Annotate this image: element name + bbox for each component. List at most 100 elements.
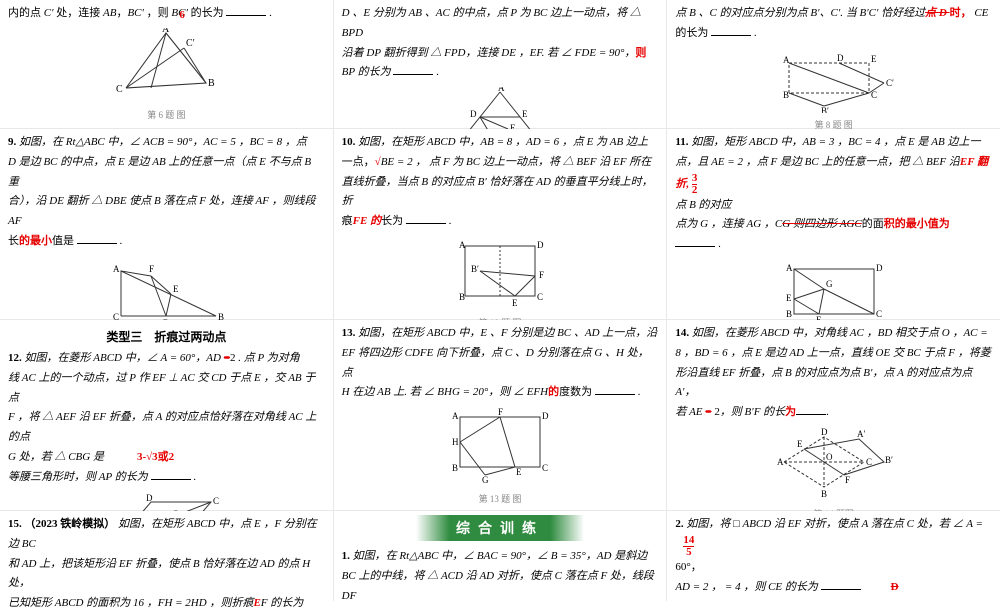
l1: 如图，在 Rt△ABC 中，∠ BAC = 90°，∠ B = 35°，AD 是… — [353, 550, 648, 562]
problem-9-text: 9. 如图，在 Rt△ABC 中，∠ ACB = 90°，AC = 5 ，BC … — [8, 133, 325, 252]
fig14-svg: A B C D E F O A′ B′ — [769, 427, 899, 502]
figure-10: A B C D E F B′ 第 10 题 图 — [342, 236, 659, 329]
l3b: F 的长为 — [261, 597, 303, 609]
blank — [151, 468, 191, 480]
lBp: B′ — [821, 106, 829, 113]
ab: AB — [103, 7, 116, 19]
blank — [675, 235, 715, 247]
fb: 5 — [683, 546, 694, 558]
problem-14-text: 14. 如图，在菱形 ABCD 中，对角线 AC ，BD 相交于点 O ，AC … — [675, 324, 992, 423]
lE: E — [512, 298, 518, 308]
l2: 沿着 DP 翻折得到 △ FPD，连接 DE ，EF. 若 ∠ FDE = 90… — [342, 47, 636, 59]
n: 14. — [675, 327, 692, 339]
figure-6: A B C C′ 第 6 题 图 — [8, 28, 325, 121]
p: （2023 铁岭模拟） — [25, 518, 116, 530]
blank — [595, 383, 635, 395]
lE: E — [516, 467, 522, 477]
l2: D 是边 BC 的中点，点 E 是边 AB 上的任意一点（点 E 不与点 B 重 — [8, 156, 311, 188]
l3a: H 在边 AB 上. 若 ∠ BHG = 20°，则 ∠ EFH — [342, 386, 548, 398]
lD: D — [821, 427, 828, 437]
t: 处，连接 — [56, 7, 103, 19]
l5: 等腰三角形时，则 AP 的长为 — [8, 471, 151, 483]
l2: 60°， — [675, 561, 701, 573]
lG: G — [826, 279, 833, 289]
l3: BP 的长为 — [342, 66, 394, 78]
w: 时， — [950, 7, 972, 19]
cell-9: 9. 如图，在 Rt△ABC 中，∠ ACB = 90°，AC = 5 ，BC … — [0, 129, 333, 319]
l1: 如图，在菱形 ABCD 中，∠ A = 60°，AD — [25, 352, 224, 364]
l1: D 、E 分别为 AB 、AC 的中点，点 P 为 BC 边上一动点，将 △ B… — [342, 7, 641, 39]
be: BE = 2 — [381, 156, 413, 168]
problem-6-text: 内的点 C′ 处，连接 AB，BC′ ，则 BC′6 的长为 . — [8, 4, 325, 24]
lA: A — [783, 55, 790, 65]
blank — [821, 578, 861, 590]
ann: 3-√3或2 — [137, 451, 174, 463]
problem-z1-text: 1. 如图，在 Rt△ABC 中，∠ BAC = 90°，∠ B = 35°，A… — [342, 547, 659, 606]
blank — [77, 232, 117, 244]
lD: D — [876, 263, 883, 273]
cell-11: 11. 如图，矩形 ABCD 中，AB = 3 ，BC = 4 ，点 E 是 A… — [667, 129, 1000, 319]
l3: F ，将 △ AEF 沿 EF 折叠，点 A 的对应点恰好落在对角线 AC 上的… — [8, 411, 316, 443]
cell-7: D 、E 分别为 AB 、AC 的中点，点 P 为 BC 边上一动点，将 △ B… — [334, 0, 667, 128]
section-3-header: 类型三 折痕过两动点 — [8, 328, 325, 345]
ft: 14 — [683, 534, 694, 546]
l2: 点，且 AE = 2 ，点 F 是边 BC 上的任意一点，把 △ BEF 沿 — [675, 156, 960, 168]
cap: 第 13 题 图 — [342, 492, 659, 505]
fb: 2 — [692, 184, 698, 196]
l3a: AD = 2 ， = 4 ，则 CE 的长为 — [675, 581, 820, 593]
blank — [393, 63, 433, 75]
s: D — [891, 581, 899, 593]
fig6-svg: A B C C′ — [106, 28, 226, 103]
lO: O — [826, 452, 833, 462]
l2: BC 上的中线，将 △ ACD 沿 AD 对折，使点 C 落在点 F 处，线段 … — [342, 570, 654, 602]
lC: C — [866, 457, 872, 467]
lG: G — [482, 475, 489, 485]
then: 则 — [635, 47, 646, 59]
n: 9. — [8, 136, 19, 148]
n: 2. — [675, 518, 686, 530]
figure-8: A B C D E B′ C′ 第 8 题 图 — [675, 48, 992, 131]
l2: 8 ，BD = 6 ，点 E 是边 AD 上一点，直线 OE 交 BC 于点 F… — [675, 347, 990, 359]
n: 1. — [342, 550, 353, 562]
n: 12. — [8, 352, 25, 364]
l3: 点 B 的对应 — [675, 199, 731, 211]
lCp: C′ — [886, 78, 894, 88]
lF: F — [845, 475, 850, 485]
target: BC′6 — [171, 7, 187, 19]
lC: C — [876, 309, 882, 319]
l4a: 痕 — [342, 215, 353, 227]
pd: 点 D — [925, 7, 949, 19]
lB: B — [452, 463, 458, 473]
ft: 3 — [692, 172, 698, 184]
l3b: 度数为 — [559, 386, 595, 398]
lC: C — [542, 463, 548, 473]
ann: 为 — [785, 406, 796, 418]
l2: 和 AD 上，把该矩形沿 EF 折叠，使点 B 恰好落在边 AD 的点 H 处， — [8, 558, 310, 590]
l3: 合），沿 DE 翻折 △ DBE 使点 B 落在点 F 处，连接 AF ，则线段… — [8, 195, 316, 227]
lE: E — [173, 284, 179, 294]
n: 11. — [675, 136, 691, 148]
ce: CE — [972, 7, 989, 19]
l4a: 长 — [8, 235, 19, 247]
l1: 如图，将 □ ABCD 沿 EF 对折，使点 A 落在点 C 处，若 ∠ A = — [686, 518, 983, 530]
figure-13: A B C D E F G H 第 13 题 图 — [342, 407, 659, 505]
fig10-svg: A B C D E F B′ — [445, 236, 555, 311]
l2a: 一点， — [342, 156, 375, 168]
lA: A — [786, 263, 793, 273]
cell-13: 13. 如图，在矩形 ABCD 中，E 、F 分别是边 BC 、AD 上一点，沿… — [334, 320, 667, 510]
banner-wrap: 综合训练 — [342, 515, 659, 541]
t: ，则 — [147, 7, 172, 19]
ann: 的最小 — [19, 235, 52, 247]
lF: F — [498, 407, 503, 417]
lD: D — [537, 240, 544, 250]
fig11-svg: A B C D E F G — [774, 259, 894, 324]
cell-6: 内的点 C′ 处，连接 AB，BC′ ，则 BC′6 的长为 . A B C C… — [0, 0, 333, 128]
problem-13-text: 13. 如图，在矩形 ABCD 中，E 、F 分别是边 BC 、AD 上一点，沿… — [342, 324, 659, 403]
n: 13. — [342, 327, 359, 339]
bcp: BC′ — [127, 7, 143, 19]
n: 10. — [342, 136, 359, 148]
lD: D — [542, 411, 549, 421]
fig8-svg: A B C D E B′ C′ — [769, 48, 899, 113]
l4a: G 处，若 △ CBG 是 — [8, 451, 104, 463]
lB: B — [783, 90, 789, 100]
